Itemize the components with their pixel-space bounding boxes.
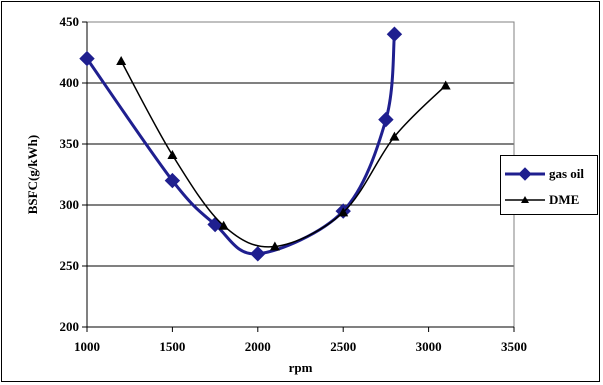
x-axis-label: rpm [289,360,313,375]
data-point-dme [116,56,127,66]
data-point-dme [218,220,229,230]
legend-item-dme: DME [501,190,597,210]
y-tick-label: 250 [60,258,80,273]
x-tick-label: 2500 [330,339,356,354]
x-tick-label: 1500 [159,339,185,354]
data-point-dme [389,131,400,141]
series-line-dme [120,60,447,248]
x-tick-label: 1000 [74,339,100,354]
y-tick-label: 350 [60,136,80,151]
data-point-gas-oil [250,246,266,262]
x-tick-label: 3000 [416,339,442,354]
legend-swatch-dme [505,196,545,203]
y-tick-label: 450 [60,14,80,29]
grid-layer [87,82,514,267]
x-tick-label: 2000 [245,339,271,354]
data-point-gas-oil [386,26,403,42]
legend: gas oil DME [500,155,598,215]
data-point-dme [269,241,280,251]
y-tick-label: 200 [60,319,80,334]
series-layer [79,26,451,262]
plot-area [86,21,515,328]
y-tick-label: 300 [60,197,80,212]
data-point-dme [338,207,349,217]
legend-item-gas-oil: gas oil [501,164,597,184]
legend-label-dme: DME [549,192,580,207]
data-point-dme [167,149,178,159]
x-tick-label: 3500 [501,339,527,354]
data-point-gas-oil [79,50,95,67]
data-point-gas-oil [164,172,181,189]
legend-swatch-gas-oil [505,167,545,181]
data-point-gas-oil [378,111,394,128]
y-tick-label: 400 [60,75,80,90]
y-axis-label: BSFC(g/kWh) [25,135,40,214]
data-point-dme [440,80,451,90]
legend-label-gas-oil: gas oil [549,166,585,181]
axis-layer: 200 250 300 350 400 450 1000 1500 2000 2500 3000 35… [60,14,528,354]
